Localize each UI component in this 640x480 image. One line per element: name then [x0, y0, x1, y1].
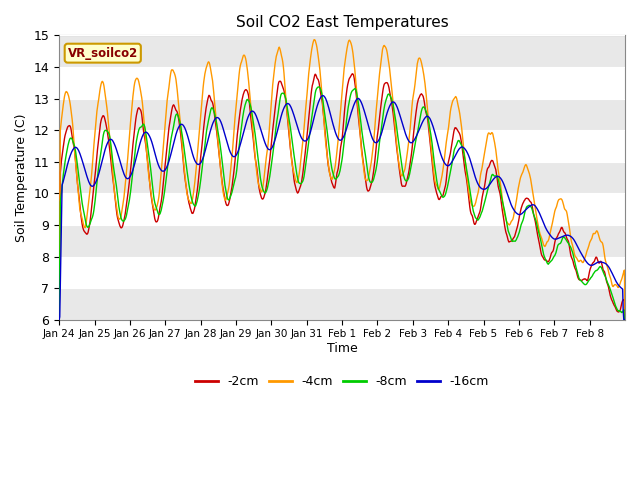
-8cm [55, 317, 63, 323]
Line: -4cm: -4cm [59, 40, 625, 320]
-4cm [602, 260, 610, 266]
-2cm [389, 110, 397, 116]
-16cm [389, 99, 397, 105]
-16cm [593, 260, 601, 265]
-8cm [83, 222, 90, 228]
-16cm [55, 317, 63, 323]
-8cm [602, 276, 610, 282]
-2cm [290, 177, 298, 182]
Bar [59, 225, 625, 256]
-4cm [55, 317, 63, 323]
-2cm [83, 231, 90, 237]
-4cm [389, 100, 397, 106]
Line: -8cm: -8cm [59, 87, 625, 320]
-16cm [319, 93, 327, 98]
Line: -2cm: -2cm [59, 74, 625, 320]
-8cm [621, 317, 629, 323]
-8cm [593, 267, 601, 273]
-4cm [621, 317, 629, 323]
-4cm [311, 37, 319, 43]
-2cm [593, 256, 601, 262]
Line: -16cm: -16cm [59, 96, 625, 320]
-2cm [621, 317, 629, 323]
-8cm [315, 84, 323, 90]
-16cm [83, 171, 90, 177]
Title: Soil CO2 East Temperatures: Soil CO2 East Temperatures [236, 15, 449, 30]
Legend: -2cm, -4cm, -8cm, -16cm: -2cm, -4cm, -8cm, -16cm [190, 370, 494, 393]
-8cm [290, 152, 298, 157]
-8cm [161, 191, 168, 197]
Bar [59, 36, 625, 67]
-2cm [161, 171, 168, 177]
-16cm [161, 168, 168, 174]
-4cm [290, 170, 298, 176]
Y-axis label: Soil Temperature (C): Soil Temperature (C) [15, 113, 28, 242]
Text: VR_soilco2: VR_soilco2 [68, 47, 138, 60]
-16cm [290, 112, 298, 118]
-4cm [83, 219, 90, 225]
Bar [59, 98, 625, 130]
-2cm [55, 317, 63, 323]
-16cm [602, 261, 610, 267]
-2cm [349, 71, 356, 77]
X-axis label: Time: Time [326, 342, 358, 355]
-4cm [161, 133, 168, 139]
-4cm [593, 228, 601, 234]
-16cm [621, 317, 629, 323]
Bar [59, 162, 625, 193]
-8cm [389, 102, 397, 108]
-2cm [602, 276, 610, 282]
Bar [59, 288, 625, 320]
